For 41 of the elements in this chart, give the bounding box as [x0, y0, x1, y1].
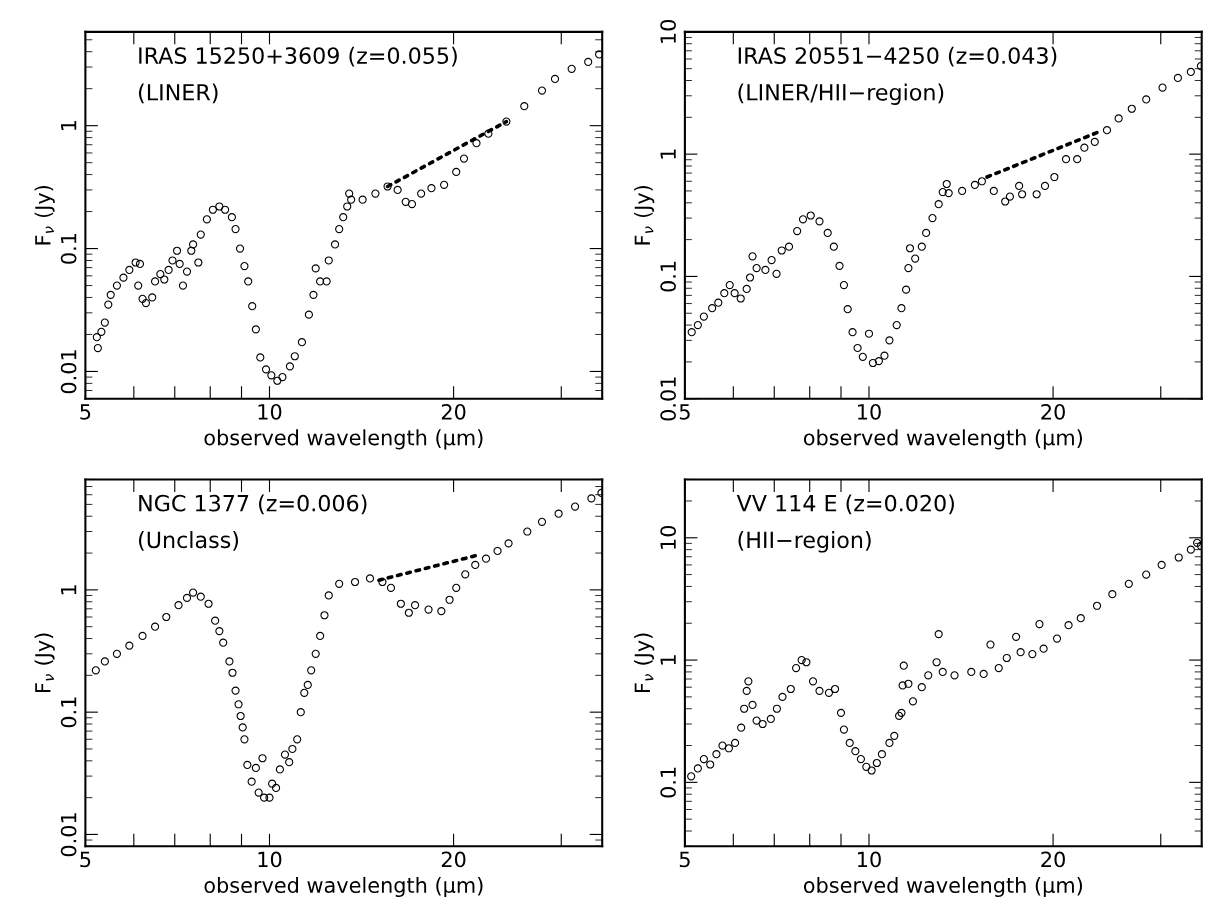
y-tick-label: 1	[660, 149, 676, 159]
x-tick-label: 20	[441, 851, 466, 868]
x-tick-label: 20	[1041, 851, 1065, 868]
annotation: (LINER/HII−region)	[738, 83, 944, 105]
annotation: NGC 1377 (z=0.006)	[139, 494, 367, 515]
x-tick-label: 20	[1041, 403, 1065, 420]
y-tick-label: 0.01	[660, 377, 676, 421]
y-tick-label: 10	[660, 525, 676, 549]
x-tick-label: 10	[258, 403, 282, 420]
y-tick-label: 1	[660, 655, 676, 665]
annotation: VV 114 E (z=0.020)	[736, 494, 954, 515]
x-tick-label: 5	[80, 851, 91, 868]
y-tick-label: 0.1	[60, 233, 77, 264]
x-tick-label: 5	[679, 404, 690, 420]
y-axis-title: F$_{ν}$ (Jy)	[634, 185, 655, 245]
annotation: IRAS 20551−4250 (z=0.043)	[738, 46, 1057, 67]
y-tick-label: 10	[660, 19, 676, 43]
y-tick-label: 0.1	[660, 767, 676, 798]
annotation: (LINER)	[138, 83, 218, 104]
y-tick-label: 0.1	[60, 697, 77, 728]
y-tick-label: 0.1	[660, 261, 676, 292]
x-tick-label: 5	[679, 851, 690, 868]
y-axis-title: F$_{ν}$ (Jy)	[34, 185, 55, 245]
x-axis-title: observed wavelength (μm)	[204, 429, 483, 450]
y-axis-title: F$_{ν}$ (Jy)	[634, 633, 655, 692]
x-tick-label: 10	[858, 403, 881, 420]
x-tick-label: 10	[858, 851, 881, 868]
annotation: IRAS 15250+3609 (z=0.055)	[139, 46, 457, 67]
y-tick-label: 0.01	[60, 350, 77, 394]
x-axis-title: observed wavelength (μm)	[204, 876, 483, 898]
x-tick-label: 20	[441, 403, 466, 420]
x-tick-label: 10	[258, 851, 282, 868]
annotation: (Unclass)	[138, 531, 239, 551]
x-tick-label: 5	[80, 404, 91, 420]
y-tick-label: 0.01	[60, 813, 77, 857]
annotation: (HII−region)	[738, 531, 871, 553]
y-axis-title: F$_{ν}$ (Jy)	[34, 633, 55, 692]
x-axis-title: observed wavelength (μm)	[803, 876, 1082, 898]
x-axis-title: observed wavelength (μm)	[803, 429, 1082, 450]
y-tick-label: 1	[61, 585, 77, 595]
y-tick-label: 1	[61, 120, 77, 131]
